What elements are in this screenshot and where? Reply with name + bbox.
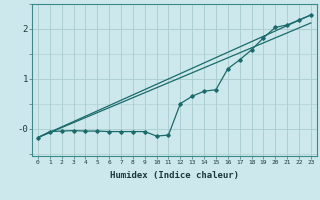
X-axis label: Humidex (Indice chaleur): Humidex (Indice chaleur) (110, 171, 239, 180)
